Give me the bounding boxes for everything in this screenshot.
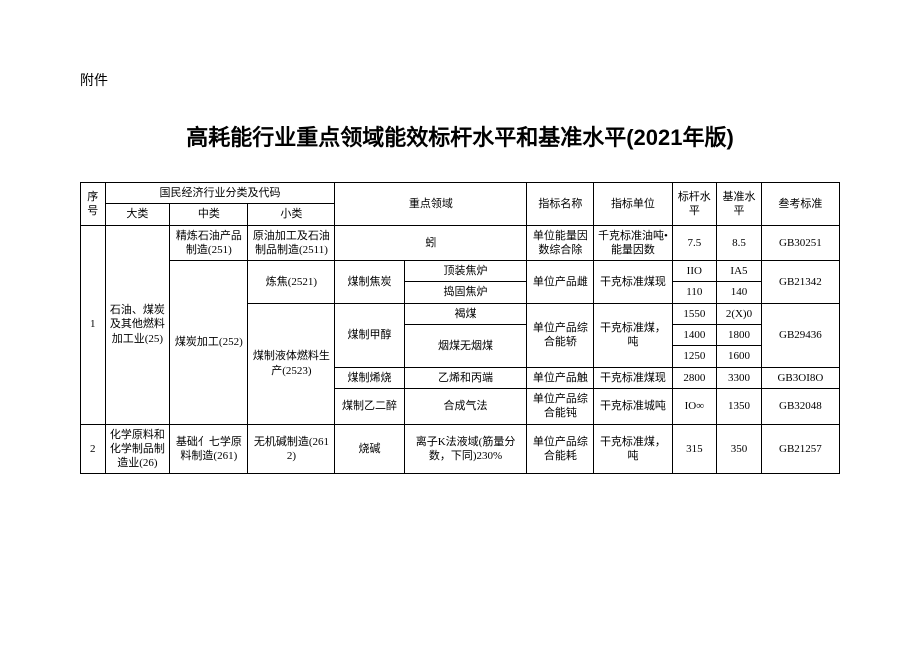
cat3-liquid-fuel: 煤制液体燃料生产(2523) (248, 303, 335, 424)
std-a: GB30251 (761, 225, 839, 261)
bench-glycol: IO∞ (672, 388, 717, 424)
bench-olefin: 2800 (672, 367, 717, 388)
domain-caustic: 烧碱 (335, 424, 404, 474)
metric-a: 单位能量因数综合除 (527, 225, 594, 261)
metric-glycol: 单位产品综合能钝 (527, 388, 594, 424)
domain-glycol: 煤制乙二醉 (335, 388, 404, 424)
sub-ethylene: 乙烯和丙端 (404, 367, 527, 388)
bench-a: 7.5 (672, 225, 717, 261)
hdr-benchmark: 标杆水平 (672, 183, 717, 226)
hdr-baseline: 基准水平 (717, 183, 762, 226)
base-a: 8.5 (717, 225, 762, 261)
hdr-cat1: 大类 (105, 204, 170, 225)
cat2-coal: 煤炭加工(252) (170, 261, 248, 424)
sub-syngas: 合成气法 (404, 388, 527, 424)
metric-olefin: 单位产品触 (527, 367, 594, 388)
std-coke: GB21342 (761, 261, 839, 304)
cat3-coking: 炼焦(2521) (248, 261, 335, 304)
hdr-metric: 指标名称 (527, 183, 594, 226)
attachment-label: 附件 (80, 70, 840, 90)
sub-bituminous: 烟煤无烟煤 (404, 325, 527, 368)
hdr-cat3: 小类 (248, 204, 335, 225)
hdr-domain: 重点领域 (335, 183, 527, 226)
base-top: IA5 (717, 261, 762, 282)
unit-glycol: 干克标准城吨 (594, 388, 672, 424)
domain-olefin: 煤制烯烧 (335, 367, 404, 388)
bench-lignite: 1550 (672, 303, 717, 324)
base-lignite: 2(X)0 (717, 303, 762, 324)
metric-caustic: 单位产品综合能耗 (527, 424, 594, 474)
base-bit2: 1600 (717, 346, 762, 367)
domain-coke: 煤制焦炭 (335, 261, 404, 304)
seq-2: 2 (81, 424, 106, 474)
unit-a: 千克标准油吨•能量因数 (594, 225, 672, 261)
unit-olefin: 干克标准煤现 (594, 367, 672, 388)
std-methanol: GB29436 (761, 303, 839, 367)
std-glycol: GB32048 (761, 388, 839, 424)
hdr-industry-group: 国民经济行业分类及代码 (105, 183, 335, 204)
sub-ion-k: 离子K法液域(筋量分数，下同)230% (404, 424, 527, 474)
seq-1: 1 (81, 225, 106, 424)
hdr-seq: 序号 (81, 183, 106, 226)
row-1-coking-top: 煤炭加工(252) 炼焦(2521) 煤制焦炭 顶装焦炉 单位产品雌 干克标准煤… (81, 261, 840, 282)
base-bit1: 1800 (717, 325, 762, 346)
cat2-refined: 精炼石油产品制造(251) (170, 225, 248, 261)
bench-bit2: 1250 (672, 346, 717, 367)
cat2-basic-chem: 基础亻七学原料制造(261) (170, 424, 248, 474)
base-tamp: 140 (717, 282, 762, 303)
hdr-cat2: 中类 (170, 204, 248, 225)
document-title: 高耗能行业重点领域能效标杆水平和基准水平(2021年版) (80, 120, 840, 152)
cat1-petroleum: 石油、煤炭及其他燃料加工业(25) (105, 225, 170, 424)
sub-tamp-oven: 捣固焦炉 (404, 282, 527, 303)
unit-caustic: 干克标准煤，吨 (594, 424, 672, 474)
std-caustic: GB21257 (761, 424, 839, 474)
header-row-1: 序号 国民经济行业分类及代码 重点领域 指标名称 指标单位 标杆水平 基准水平 … (81, 183, 840, 204)
base-caustic: 350 (717, 424, 762, 474)
cat1-chemical: 化学原料和化学制品制造业(26) (105, 424, 170, 474)
base-olefin: 3300 (717, 367, 762, 388)
cat3-inorganic: 无机碱制造(2612) (248, 424, 335, 474)
domain-methanol: 煤制甲醇 (335, 303, 404, 367)
row-2-caustic: 2 化学原料和化学制品制造业(26) 基础亻七学原料制造(261) 无机碱制造(… (81, 424, 840, 474)
metric-coke: 单位产品雌 (527, 261, 594, 304)
bench-bit1: 1400 (672, 325, 717, 346)
cat3-crude: 原油加工及石油制品制造(2511) (248, 225, 335, 261)
base-glycol: 1350 (717, 388, 762, 424)
hdr-reference: 叁考标准 (761, 183, 839, 226)
domain-a: 蚓 (335, 225, 527, 261)
bench-caustic: 315 (672, 424, 717, 474)
metric-methanol: 单位产品综合能轿 (527, 303, 594, 367)
energy-efficiency-table: 序号 国民经济行业分类及代码 重点领域 指标名称 指标单位 标杆水平 基准水平 … (80, 182, 840, 474)
bench-tamp: 110 (672, 282, 717, 303)
sub-top-oven: 顶装焦炉 (404, 261, 527, 282)
row-1-petroleum: 1 石油、煤炭及其他燃料加工业(25) 精炼石油产品制造(251) 原油加工及石… (81, 225, 840, 261)
hdr-unit: 指标单位 (594, 183, 672, 226)
unit-coke: 干克标准煤现 (594, 261, 672, 304)
sub-lignite: 褐煤 (404, 303, 527, 324)
std-olefin: GB3OI8O (761, 367, 839, 388)
bench-top: IIO (672, 261, 717, 282)
unit-methanol: 干克标准煤，吨 (594, 303, 672, 367)
